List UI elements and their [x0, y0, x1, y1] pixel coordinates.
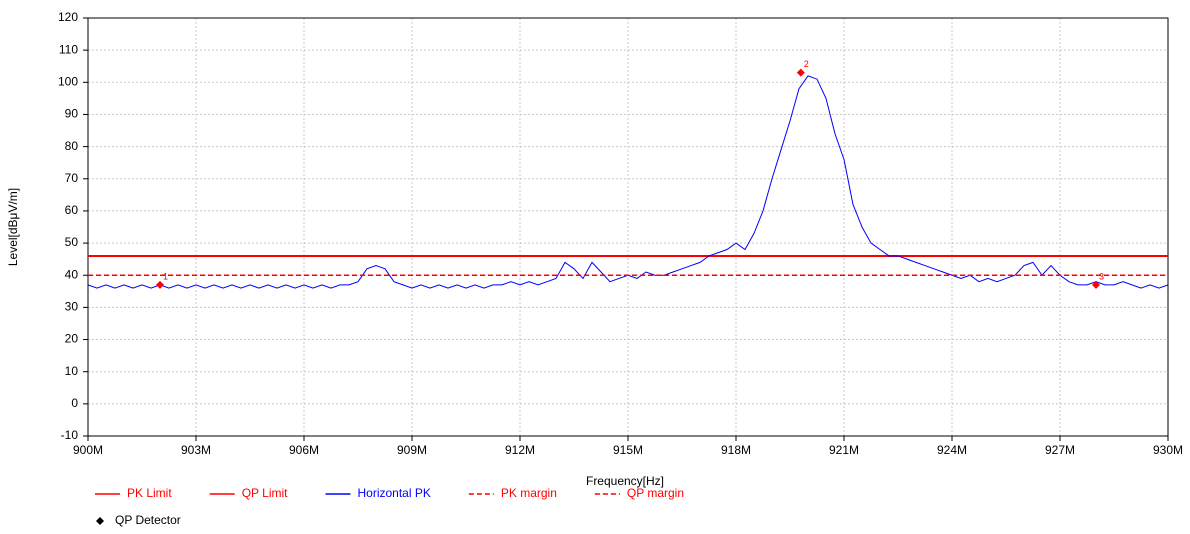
y-tick-label: 100	[58, 74, 78, 88]
y-tick-label: 40	[65, 267, 79, 281]
y-tick-label: 80	[65, 139, 79, 153]
point-label: 2	[804, 59, 809, 69]
legend-label: PK Limit	[127, 486, 172, 500]
x-axis-label: Frequency[Hz]	[586, 474, 664, 488]
y-tick-label: 110	[59, 42, 78, 56]
x-tick-label: 903M	[181, 443, 211, 457]
x-tick-label: 915M	[613, 443, 643, 457]
y-tick-label: 60	[65, 203, 79, 217]
y-tick-label: 10	[65, 364, 79, 378]
y-tick-label: 0	[71, 396, 78, 410]
legend-label: PK margin	[501, 486, 557, 500]
x-tick-label: 930M	[1153, 443, 1183, 457]
point-label: 3	[1099, 271, 1104, 281]
x-tick-label: 912M	[505, 443, 535, 457]
x-tick-label: 924M	[937, 443, 967, 457]
plot-frame	[87, 17, 1169, 437]
y-tick-label: 120	[58, 10, 78, 24]
x-tick-label: 921M	[829, 443, 859, 457]
detector-point	[156, 280, 164, 289]
legend-label: QP Limit	[242, 486, 288, 500]
point-label: 1	[163, 271, 168, 281]
y-tick-label: 50	[65, 235, 79, 249]
legend-label: QP Detector	[115, 513, 181, 527]
y-tick-label: 20	[65, 332, 79, 346]
x-tick-label: 906M	[289, 443, 319, 457]
legend-label: Horizontal PK	[357, 486, 430, 500]
y-axis-label: Level[dBμV/m]	[6, 188, 20, 266]
legend-marker	[96, 517, 104, 525]
x-tick-label: 918M	[721, 443, 751, 457]
x-tick-label: 900M	[73, 443, 103, 457]
y-tick-label: 90	[65, 107, 79, 121]
y-tick-label: 70	[65, 171, 79, 185]
legend-label: QP margin	[627, 486, 684, 500]
detector-point	[1092, 280, 1100, 289]
detector-point	[796, 68, 805, 77]
x-tick-label: 927M	[1045, 443, 1075, 457]
y-tick-label: 30	[65, 300, 79, 314]
y-tick-label: -10	[61, 428, 79, 442]
x-tick-label: 909M	[397, 443, 427, 457]
